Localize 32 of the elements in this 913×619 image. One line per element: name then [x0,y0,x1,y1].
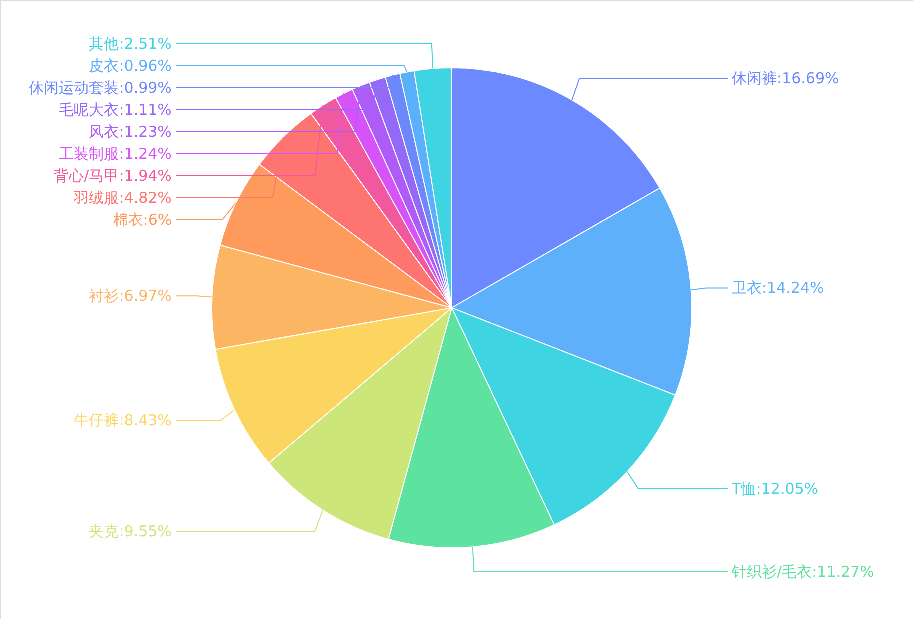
data-label: :0.96% [119,56,172,75]
slice-label: 皮衣 [89,56,120,75]
data-label: :8.43% [119,412,172,430]
slice-label: 休闲运动套装 [29,78,120,97]
slice-label: T恤 [731,480,756,498]
data-label: :1.11% [119,100,172,119]
slice-label: 针织衫/毛衣 [731,562,812,581]
data-label: :1.94% [119,166,172,185]
data-label: :1.24% [119,144,172,163]
slice-label: 休闲裤 [732,70,777,88]
slice-label: 背心/马甲 [54,166,120,185]
slice-label: 夹克 [89,522,120,541]
data-label: :11.27% [812,562,874,581]
data-label: :6% [143,210,172,229]
data-label: :12.05% [756,480,819,498]
slice-label: 毛呢大衣 [59,100,120,119]
slice-label: 卫衣 [732,279,762,298]
slice-label: 工装制服 [59,144,120,163]
slice-label: 其他 [89,34,120,53]
slice-label: 棉衣 [113,210,144,229]
data-label: :14.24% [762,279,824,298]
data-label: :4.82% [119,188,172,207]
data-label: :16.69% [777,70,840,88]
slice-label: 牛仔裤 [74,412,120,430]
data-label: :0.99% [119,78,172,97]
data-label: :6.97% [119,287,172,306]
slice-label: 衬衫 [89,287,120,306]
data-label: :9.55% [119,522,172,541]
data-label: :2.51% [119,34,172,53]
data-label: :1.23% [119,122,172,141]
slice-label: 羽绒服 [73,188,120,207]
slice-label: 风衣 [89,122,120,141]
